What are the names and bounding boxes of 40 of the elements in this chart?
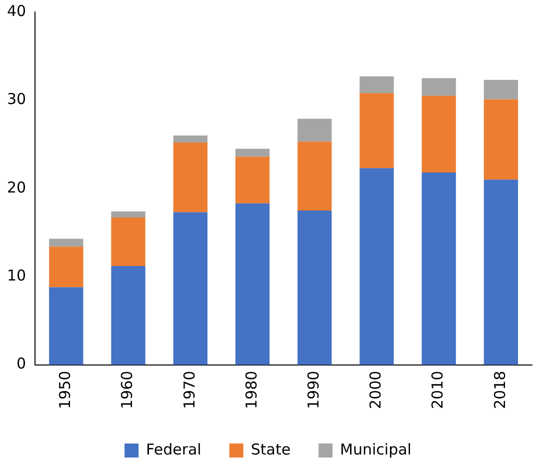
bar: [298, 210, 332, 365]
bar: [111, 266, 146, 365]
bar: [111, 218, 146, 266]
bar: [111, 211, 146, 218]
bar: [49, 246, 84, 288]
bar: [49, 238, 84, 247]
bar: [49, 287, 84, 365]
x-tick-label: 1950: [56, 370, 74, 410]
bar: [484, 80, 518, 100]
bar: [173, 142, 208, 212]
x-tick-label: 2010: [428, 370, 447, 410]
legend-label: State: [250, 440, 291, 458]
bar: [422, 172, 456, 365]
y-tick-label: 10: [6, 266, 26, 285]
legend-label: Federal: [146, 440, 202, 458]
bar: [360, 93, 394, 168]
bar: [173, 135, 208, 143]
bar: [235, 203, 270, 365]
y-tick-label: 40: [6, 2, 26, 20]
x-tick-label: 2018: [490, 370, 509, 410]
y-tick-label: 0: [16, 354, 26, 373]
x-tick-label: 1960: [118, 370, 136, 410]
y-tick-label: 30: [6, 90, 26, 108]
bar: [298, 118, 332, 142]
bar: [422, 96, 456, 173]
x-tick-label: 1990: [304, 370, 322, 410]
bar: [298, 142, 332, 210]
x-tick-label: 2000: [366, 370, 385, 410]
bar: [235, 156, 270, 204]
bar: [235, 148, 270, 157]
bar: [484, 180, 518, 365]
bar: [173, 212, 208, 365]
y-tick-label: 20: [6, 178, 26, 196]
legend-label: Municipal: [340, 440, 412, 458]
bar: [422, 78, 456, 96]
bar: [360, 168, 394, 365]
x-tick-label: 1980: [242, 370, 260, 410]
bar: [484, 99, 518, 180]
bar: [360, 76, 394, 94]
x-tick-label: 1970: [180, 370, 198, 410]
